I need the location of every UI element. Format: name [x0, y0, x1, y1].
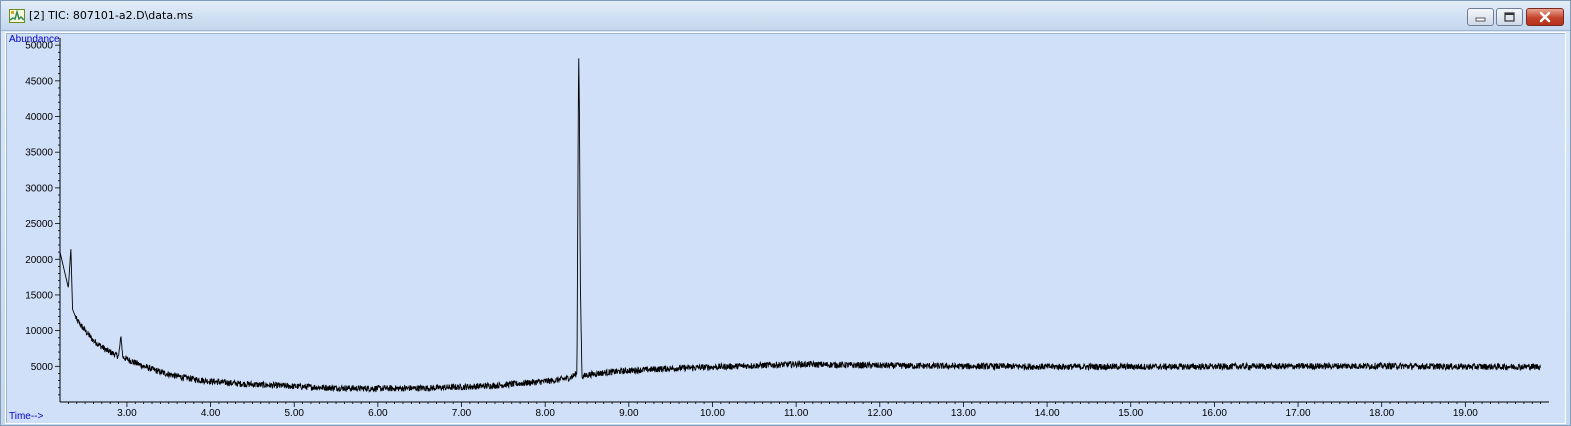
y-tick-label: 25000 — [25, 219, 53, 230]
title-bar[interactable]: [2] TIC: 807101-a2.D\data.ms — [1, 1, 1570, 31]
y-tick-label: 40000 — [25, 112, 53, 123]
tic-chromatogram-chart[interactable]: 5000 10000 15000 20000 25000 30000 35000 40000 4… — [6, 33, 1565, 423]
y-tick-label: 30000 — [25, 183, 53, 194]
x-tick-label: 19.00 — [1453, 408, 1478, 419]
x-tick-label: 9.00 — [619, 408, 639, 419]
y-tick-label: 10000 — [25, 326, 53, 337]
x-tick-label: 6.00 — [368, 408, 388, 419]
close-icon — [1539, 11, 1551, 23]
y-tick-label: 5000 — [31, 362, 54, 373]
chromatogram-app-icon — [9, 9, 25, 23]
y-axis-label: Abundance — [9, 34, 60, 45]
x-tick-label: 13.00 — [951, 408, 976, 419]
x-tick-label: 8.00 — [535, 408, 555, 419]
x-tick-label: 18.00 — [1369, 408, 1394, 419]
y-tick-label: 15000 — [25, 290, 53, 301]
restore-icon — [1504, 12, 1515, 22]
y-tick-label: 20000 — [25, 255, 53, 266]
y-tick-label: 35000 — [25, 148, 53, 159]
tick-marks — [55, 44, 1542, 407]
x-tick-label: 12.00 — [867, 408, 892, 419]
y-tick-label: 50000 — [25, 41, 53, 52]
x-tick-label: 7.00 — [452, 408, 472, 419]
minimize-button[interactable] — [1467, 8, 1494, 26]
x-axis-label: Time--> — [9, 411, 44, 422]
x-tick-label: 10.00 — [700, 408, 725, 419]
x-tick-label: 15.00 — [1118, 408, 1143, 419]
x-tick-label: 5.00 — [284, 408, 304, 419]
x-tick-label: 11.00 — [784, 408, 809, 419]
close-button[interactable] — [1526, 8, 1564, 26]
plot-area[interactable]: 5000 10000 15000 20000 25000 30000 35000 40000 4… — [5, 32, 1566, 424]
tick-labels: 5000 10000 15000 20000 25000 30000 35000 40000 4… — [25, 41, 1478, 419]
x-tick-label: 16.00 — [1202, 408, 1227, 419]
x-tick-label: 17.00 — [1286, 408, 1311, 419]
x-tick-label: 14.00 — [1035, 408, 1060, 419]
tic-trace — [59, 58, 1541, 393]
y-tick-label: 45000 — [25, 76, 53, 87]
x-tick-label: 4.00 — [201, 408, 221, 419]
x-tick-label: 3.00 — [117, 408, 137, 419]
axes — [59, 38, 1549, 403]
window-title: [2] TIC: 807101-a2.D\data.ms — [29, 9, 194, 22]
minimize-icon — [1475, 17, 1486, 22]
restore-button[interactable] — [1496, 8, 1523, 26]
